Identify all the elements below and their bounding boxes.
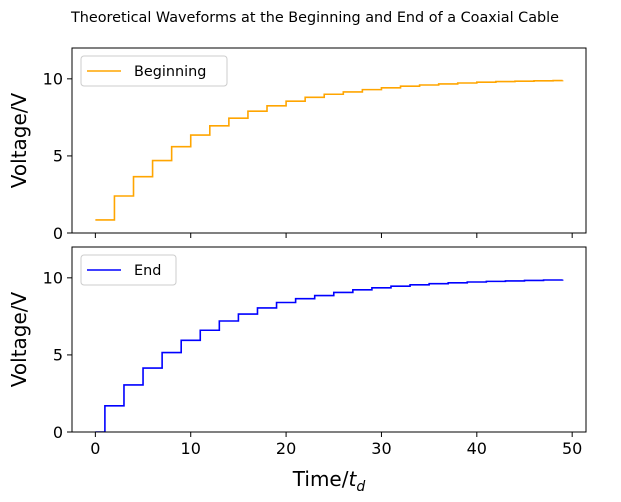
legend-box — [80, 55, 228, 87]
x-tick-label: 0 — [90, 439, 100, 458]
x-tick-label: 50 — [562, 439, 582, 458]
y-tick-label: 5 — [53, 147, 63, 166]
x-tick-label: 30 — [371, 439, 391, 458]
figure-title: Theoretical Waveforms at the Beginning a… — [70, 10, 559, 26]
legend-box — [80, 254, 177, 286]
x-axis-label: Time/td — [292, 467, 366, 495]
y-tick-label: 10 — [43, 269, 63, 288]
legend-label: Beginning — [134, 64, 206, 80]
y-tick-label: 5 — [53, 346, 63, 365]
axes-frame — [71, 47, 587, 234]
x-tick-label: 10 — [181, 439, 201, 458]
series-line-end — [95, 279, 564, 432]
top-panel: 0 5 10 Voltage/V Beginning — [7, 47, 587, 243]
y-tick-label: 0 — [53, 224, 63, 243]
y-axis-label: Voltage/V — [7, 92, 31, 188]
y-axis-label: Voltage/V — [7, 291, 31, 387]
legend-label: End — [134, 263, 161, 279]
x-tick-label: 20 — [276, 439, 296, 458]
y-tick-label: 0 — [53, 423, 63, 442]
y-tick-label: 10 — [43, 70, 63, 89]
axes-frame — [71, 246, 587, 433]
series-line-beginning — [95, 79, 564, 221]
x-tick-label: 40 — [467, 439, 487, 458]
bottom-panel: 0 10 20 30 40 50 0 5 10 Voltage/V Time/td End — [7, 246, 587, 495]
